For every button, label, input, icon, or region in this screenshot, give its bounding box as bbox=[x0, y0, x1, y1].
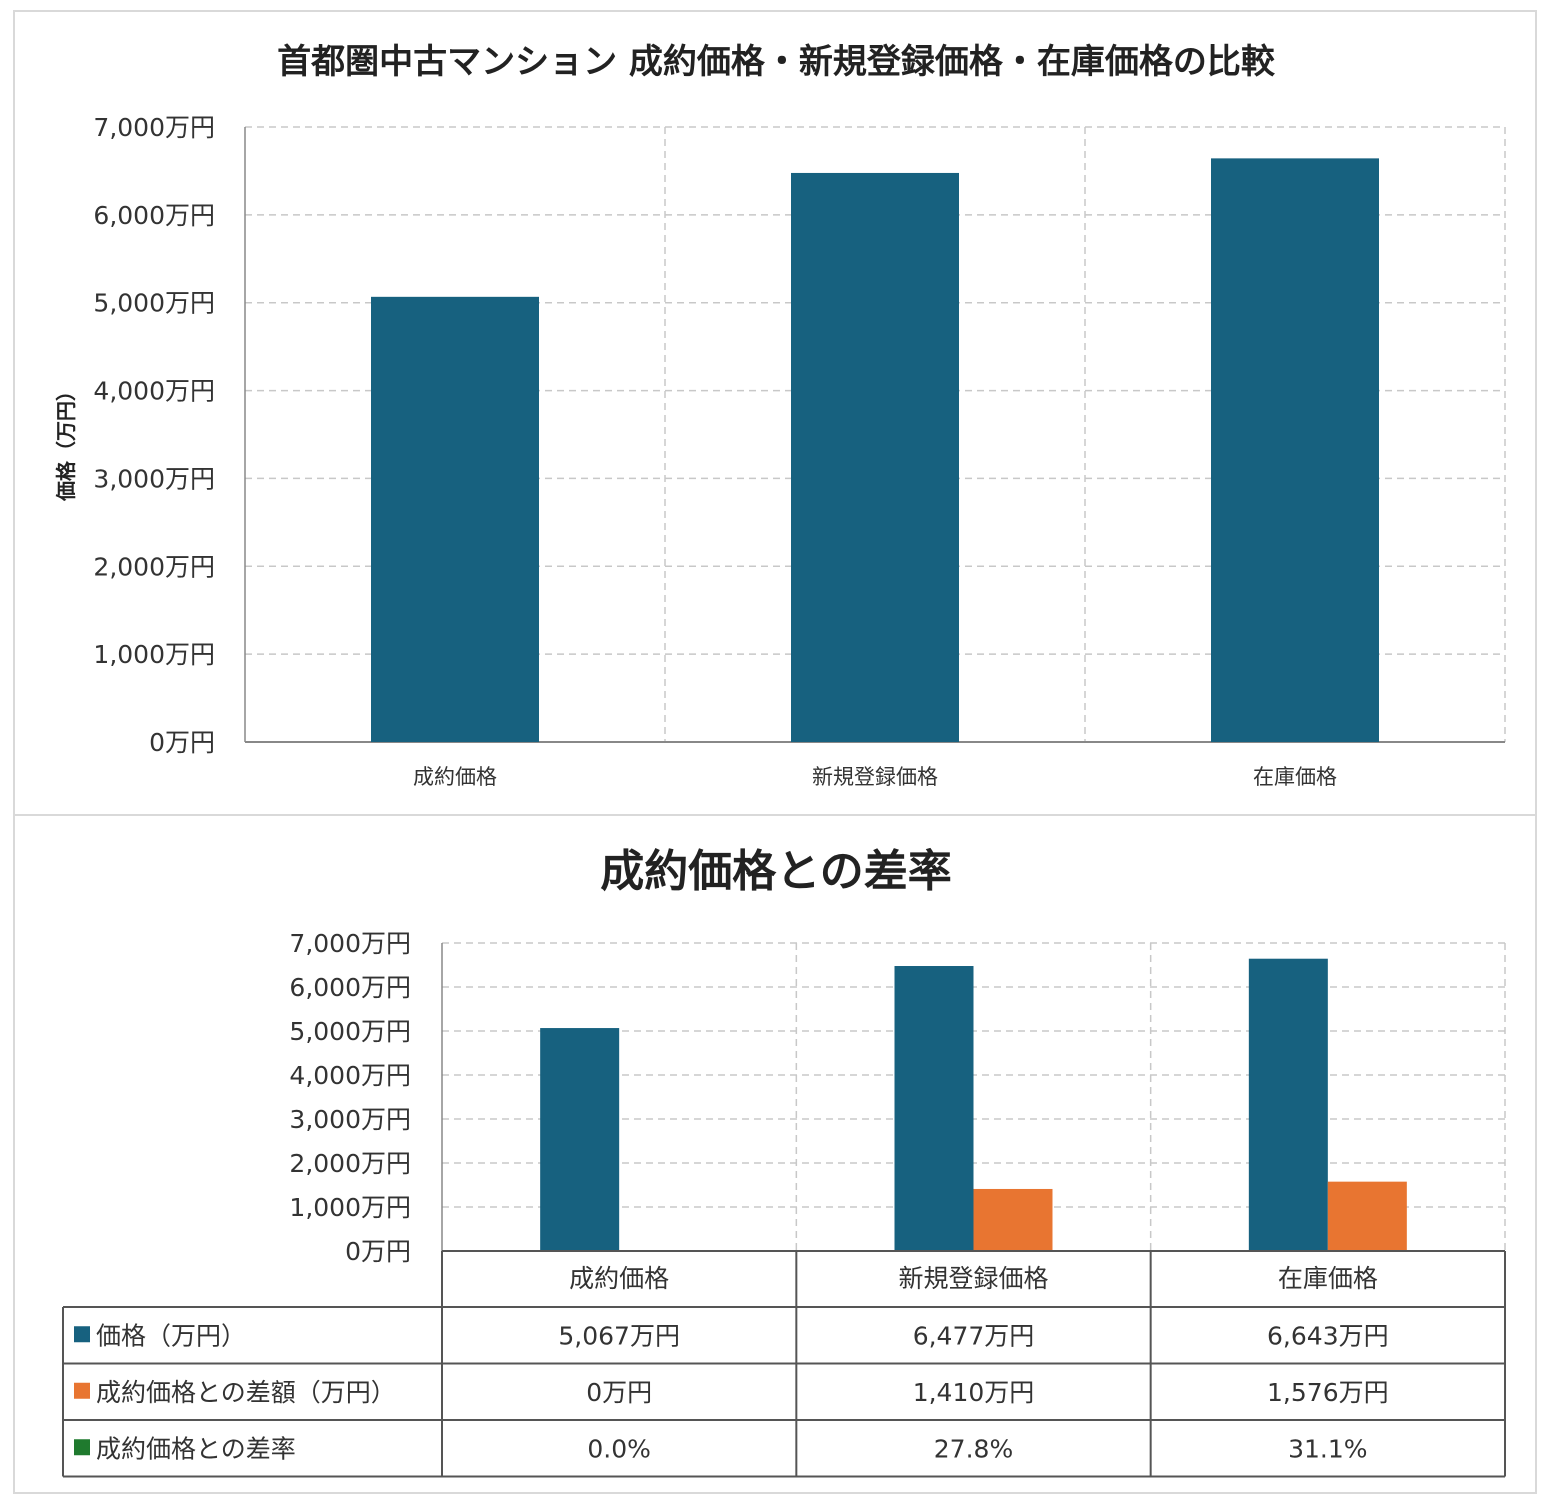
legend-key-icon bbox=[74, 1326, 90, 1343]
chart2-bar-price bbox=[1248, 958, 1328, 1251]
table-cell: 1,410万円 bbox=[913, 1378, 1035, 1407]
table-row-label: 成約価格との差額（万円） bbox=[96, 1378, 396, 1407]
table-cell: 27.8% bbox=[934, 1434, 1013, 1463]
table-cell: 6,477万円 bbox=[913, 1321, 1035, 1350]
chart1-bar bbox=[371, 296, 539, 742]
table-header-category: 成約価格 bbox=[569, 1264, 669, 1293]
chart2-y-tick-label: 6,000万円 bbox=[289, 973, 411, 1002]
chart2-bar-price bbox=[540, 1028, 620, 1251]
chart1-y-tick-label: 5,000万円 bbox=[93, 289, 215, 318]
chart2-bar-diff bbox=[973, 1188, 1053, 1251]
table-header-category: 在庫価格 bbox=[1278, 1264, 1378, 1293]
chart1-x-tick-label: 在庫価格 bbox=[1253, 765, 1337, 789]
chart2-y-tick-label: 0万円 bbox=[345, 1237, 411, 1266]
chart1-x-tick-label: 成約価格 bbox=[413, 765, 497, 789]
chart1-y-tick-label: 2,000万円 bbox=[93, 552, 215, 581]
table-cell: 5,067万円 bbox=[558, 1321, 680, 1350]
chart2-y-tick-label: 7,000万円 bbox=[289, 929, 411, 958]
chart1-y-axis-label: 価格（万円） bbox=[54, 381, 78, 502]
chart2-y-tick-label: 1,000万円 bbox=[289, 1193, 411, 1222]
table-cell: 0.0% bbox=[587, 1434, 651, 1463]
chart2-y-tick-label: 4,000万円 bbox=[289, 1061, 411, 1090]
chart1-title: 首都圏中古マンション 成約価格・新規登録価格・在庫価格の比較 bbox=[277, 42, 1276, 82]
chart2-y-tick-label: 5,000万円 bbox=[289, 1017, 411, 1046]
chart2-bar-diff bbox=[1327, 1181, 1407, 1251]
chart1-y-tick-label: 4,000万円 bbox=[93, 377, 215, 406]
legend-key-icon bbox=[74, 1382, 90, 1399]
chart2-title: 成約価格との差率 bbox=[600, 846, 952, 897]
table-header-category: 新規登録価格 bbox=[898, 1264, 1048, 1293]
chart2-bar-price bbox=[894, 966, 974, 1251]
chart1-bar bbox=[791, 172, 959, 742]
chart2-y-tick-label: 2,000万円 bbox=[289, 1149, 411, 1178]
table-cell: 0万円 bbox=[586, 1378, 652, 1407]
table-cell: 31.1% bbox=[1288, 1434, 1367, 1463]
chart1-y-tick-label: 7,000万円 bbox=[93, 113, 215, 142]
chart1-x-tick-label: 新規登録価格 bbox=[812, 765, 938, 789]
legend-key-icon bbox=[74, 1439, 90, 1456]
chart1-y-tick-label: 3,000万円 bbox=[93, 464, 215, 493]
chart1-bar bbox=[1211, 158, 1379, 743]
table-cell: 6,643万円 bbox=[1267, 1321, 1389, 1350]
table-row-label: 成約価格との差率 bbox=[96, 1434, 296, 1463]
chart1-y-tick-label: 1,000万円 bbox=[93, 640, 215, 669]
chart2-y-tick-label: 3,000万円 bbox=[289, 1105, 411, 1134]
chart1-y-tick-label: 6,000万円 bbox=[93, 201, 215, 230]
table-cell: 1,576万円 bbox=[1267, 1378, 1389, 1407]
chart1-y-tick-label: 0万円 bbox=[149, 728, 215, 757]
table-row-label: 価格（万円） bbox=[96, 1321, 246, 1350]
